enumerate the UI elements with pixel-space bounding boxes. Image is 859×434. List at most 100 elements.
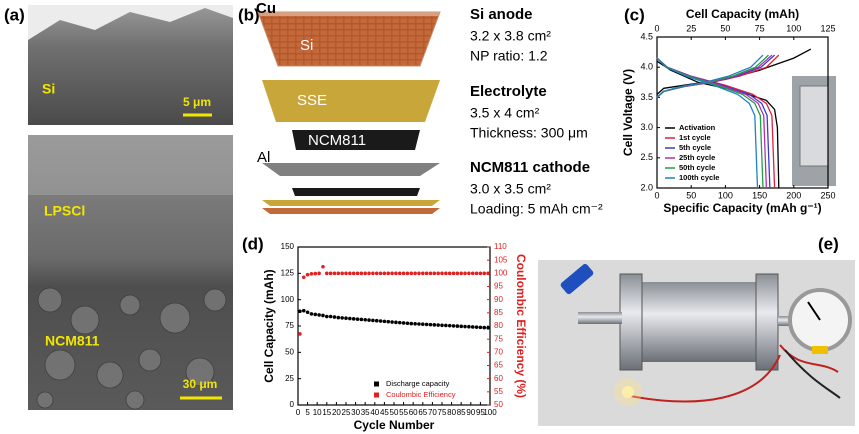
data-point	[417, 322, 421, 326]
layer-label: NCM811	[308, 132, 366, 149]
data-point	[455, 324, 460, 328]
connector	[778, 316, 792, 326]
y-tick-label: 2.0	[640, 182, 653, 192]
data-point	[305, 310, 310, 315]
layer-label: SSE	[297, 92, 327, 109]
x-tick-label: 150	[752, 190, 767, 200]
data-point	[374, 318, 379, 323]
legend-label: 100th cycle	[679, 173, 719, 182]
data-point	[371, 318, 375, 323]
data-point	[378, 271, 383, 276]
spec-line: 3.0 x 3.5 cm²	[470, 181, 551, 197]
x-tick-label: 95	[476, 408, 485, 417]
layer-cathode	[292, 130, 420, 150]
sem-layer	[28, 135, 233, 195]
data-point	[436, 271, 440, 276]
data-point	[447, 271, 452, 276]
x-tick-label: 100	[483, 408, 497, 417]
data-point	[359, 271, 364, 276]
y-tick-label: 3.0	[640, 122, 653, 132]
x-tick-label: 100	[718, 190, 733, 200]
data-point	[386, 271, 391, 276]
led-glow	[614, 378, 642, 406]
data-point	[367, 318, 371, 322]
data-point	[382, 271, 387, 276]
data-point	[401, 321, 406, 325]
spec-line: Thickness: 300 μm	[470, 125, 588, 141]
y-tick-label: 75	[285, 321, 294, 330]
y2-tick-label: 90	[494, 295, 503, 304]
legend-label: Activation	[679, 123, 716, 132]
data-point	[348, 271, 352, 276]
data-point	[428, 322, 433, 327]
panel-e: (e)	[538, 234, 855, 426]
data-point	[417, 271, 421, 276]
x-tick-label: 90	[466, 408, 475, 417]
data-point	[359, 317, 364, 322]
legend-label: Discharge capacity	[386, 379, 450, 388]
data-point	[424, 322, 429, 327]
data-point	[351, 271, 356, 276]
wire	[784, 349, 841, 399]
data-point	[413, 271, 417, 276]
y-tick-label: 150	[281, 242, 295, 251]
data-point	[321, 264, 325, 269]
data-point	[463, 271, 467, 276]
data-point	[474, 271, 479, 276]
x-tick-label: 0	[654, 190, 659, 200]
image-label: Si	[42, 81, 55, 97]
stack-sse	[262, 200, 440, 206]
data-point	[482, 325, 487, 330]
data-point	[478, 271, 483, 276]
y-tick-label: 4.0	[640, 62, 653, 72]
data-point	[467, 324, 471, 329]
layer-label: Cu	[256, 0, 276, 17]
x-tick-label: 30	[351, 408, 360, 417]
data-point	[313, 271, 318, 276]
data-point	[367, 271, 371, 276]
x-tick-label: 0	[296, 408, 301, 417]
legend-swatch	[374, 392, 379, 398]
layer-label: Al	[257, 149, 270, 166]
data-point	[371, 271, 375, 276]
y2-tick-label: 50	[494, 400, 503, 409]
spec-line: Loading: 5 mAh cm⁻²	[470, 201, 603, 217]
y2-tick-label: 110	[494, 242, 507, 251]
data-point	[309, 272, 314, 276]
data-point	[340, 316, 344, 320]
panel-label: (b)	[238, 5, 260, 24]
y2-tick-label: 85	[494, 308, 503, 317]
data-point	[344, 316, 348, 321]
data-point	[305, 272, 310, 277]
data-point	[344, 271, 348, 276]
layer-al	[262, 163, 440, 176]
x2-tick-label: 100	[786, 23, 801, 33]
data-point	[363, 271, 368, 276]
valve-handle	[560, 263, 594, 295]
data-point	[413, 321, 417, 326]
x-tick-label: 35	[361, 408, 370, 417]
data-point	[332, 315, 337, 319]
panel-label: (c)	[624, 5, 645, 24]
series-line	[656, 54, 764, 189]
y-tick-label: 3.5	[640, 92, 653, 102]
data-point	[382, 319, 387, 324]
data-point	[444, 271, 448, 276]
x-tick-label: 25	[342, 408, 351, 417]
x-axis-label: Cycle Number	[354, 418, 435, 432]
spec-title: NCM811 cathode	[470, 159, 590, 176]
y2-axis-label: Coulombic Efficiency (%)	[514, 254, 528, 398]
data-point	[482, 271, 487, 276]
data-point	[328, 314, 333, 319]
sem-background	[28, 5, 233, 40]
data-point	[405, 271, 410, 276]
data-point	[351, 317, 356, 321]
data-point	[374, 271, 379, 276]
data-point	[459, 324, 464, 329]
clip	[812, 346, 828, 354]
data-point	[348, 316, 352, 321]
particles	[36, 287, 227, 410]
y2-tick-label: 80	[494, 321, 503, 330]
x-tick-label: 45	[380, 408, 389, 417]
data-point	[309, 312, 314, 316]
